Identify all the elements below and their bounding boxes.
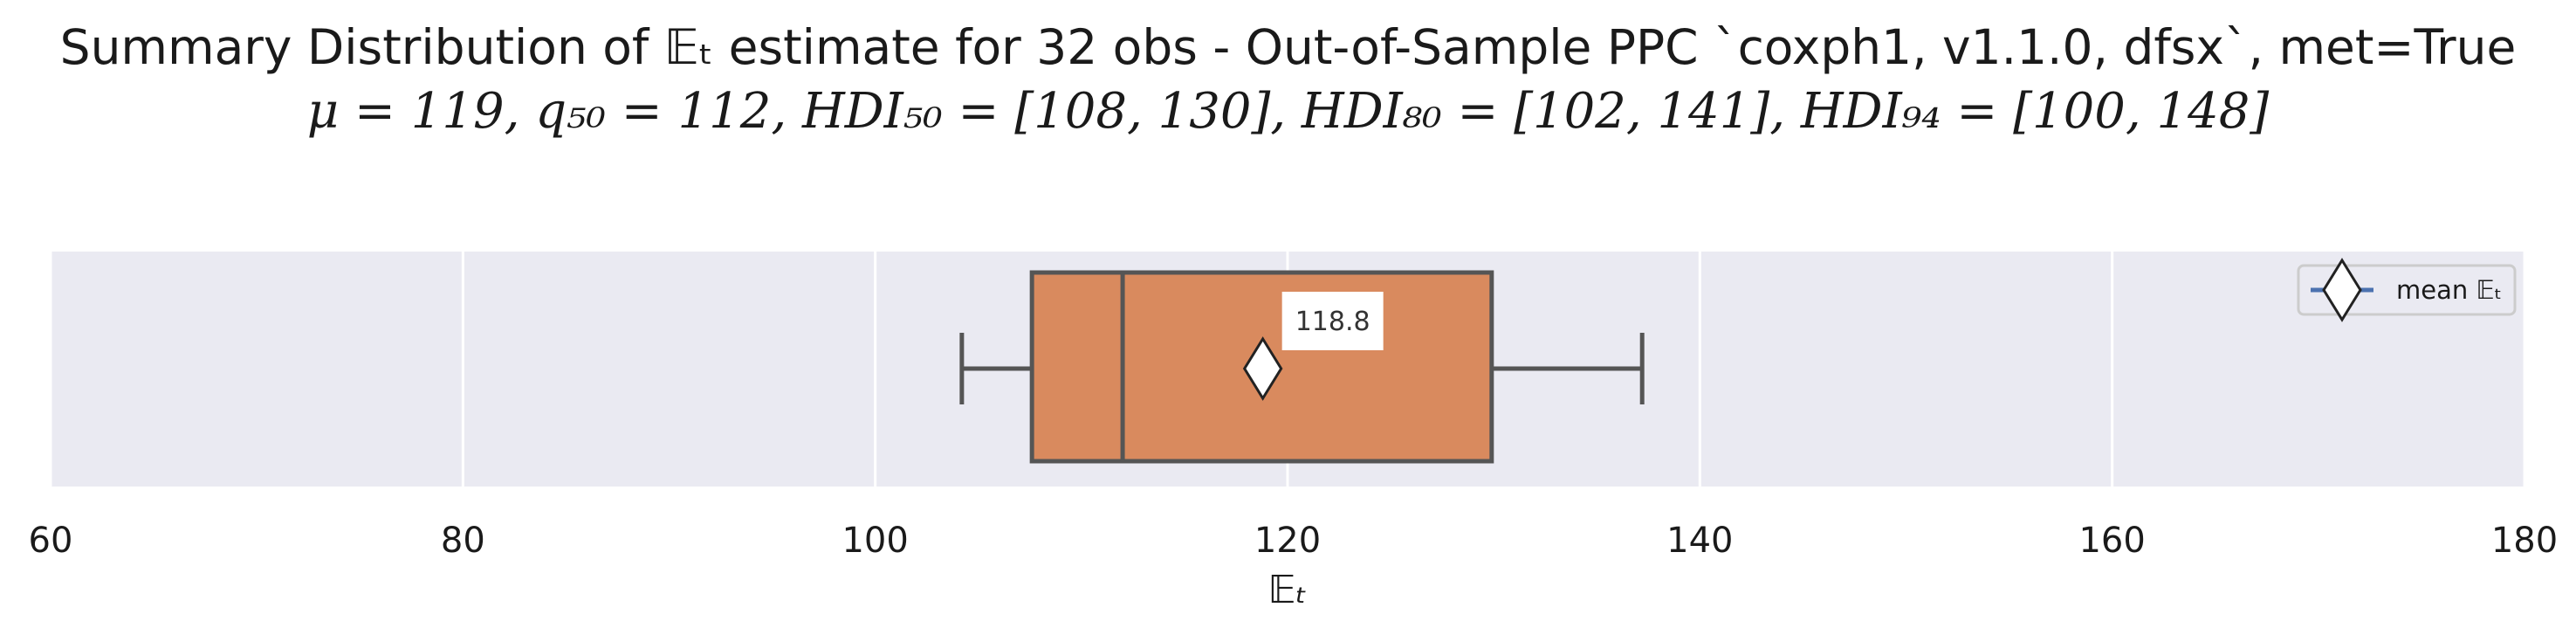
x-tick-label-140: 140 [1666,521,1733,561]
x-tick-label-100: 100 [841,521,908,561]
x-tick-label-160: 160 [2078,521,2145,561]
x-tick-label-60: 60 [29,521,73,561]
legend-label: mean 𝔼ₜ [2396,275,2502,305]
legend: mean 𝔼ₜ [2297,258,2517,322]
chart-subtitle: μ = 119, q₅₀ = 112, HDI₅₀ = [108, 130], … [306,83,2270,140]
chart-title: Summary Distribution of 𝔼ₜ estimate for … [59,19,2517,75]
x-tick-label-180: 180 [2491,521,2558,561]
x-tick-label-80: 80 [441,521,485,561]
x-tick-label-120: 120 [1254,521,1321,561]
x-axis-label: 𝔼ₜ [1267,568,1307,612]
x-tick-labels: 60 80 100 120 140 160 180 [29,521,2559,561]
mean-label-background [1281,292,1384,350]
mean-label: 118.8 [1295,307,1370,337]
mean-marker [1242,336,1283,401]
box-plot: 118.8 [959,270,1645,464]
legend-marker [2322,258,2362,322]
